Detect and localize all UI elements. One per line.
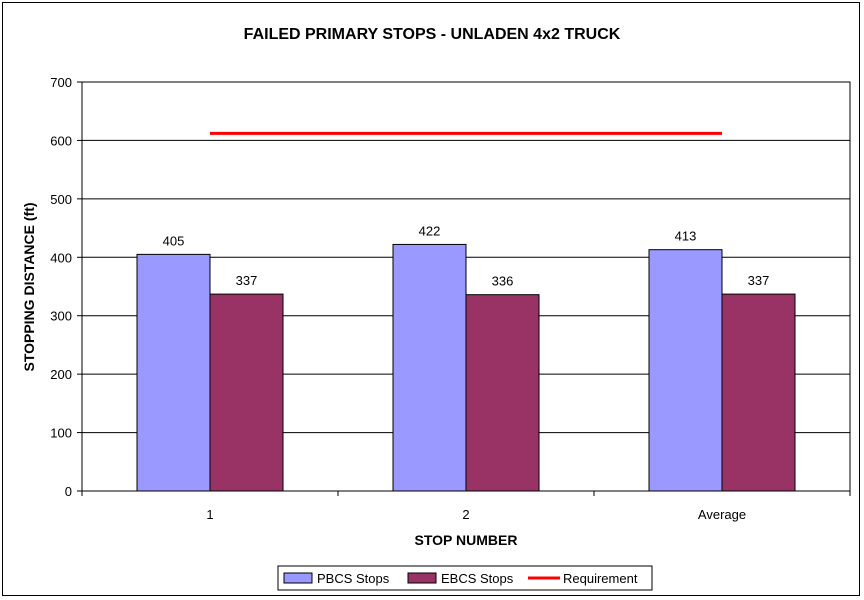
y-tick-label: 600 — [50, 133, 72, 148]
data-label: 413 — [675, 229, 697, 244]
data-labels: 405 337 422 336 413 337 — [163, 223, 770, 288]
legend-label: Requirement — [563, 571, 638, 586]
data-label: 405 — [163, 233, 185, 248]
bar-pbcs-stops — [392, 243, 467, 492]
y-tick-label: 0 — [65, 484, 72, 499]
bar-ebcs-stops — [721, 293, 796, 492]
legend-swatch — [407, 572, 437, 584]
y-axis-title: STOPPING DISTANCE (ft) — [21, 202, 37, 371]
y-tick-label: 500 — [50, 192, 72, 207]
x-tick-label: 2 — [462, 507, 469, 522]
legend-label: PBCS Stops — [317, 571, 390, 586]
chart-title: FAILED PRIMARY STOPS - UNLADEN 4x2 TRUCK — [244, 26, 621, 43]
y-tick-label: 400 — [50, 250, 72, 265]
x-axis-title: STOP NUMBER — [415, 532, 518, 548]
legend: PBCS Stops EBCS Stops Requirement — [277, 565, 653, 591]
legend-label: EBCS Stops — [441, 571, 514, 586]
x-axis: 1 2 Average — [81, 491, 851, 522]
data-label: 337 — [236, 273, 258, 288]
bar-pbcs-stops — [136, 253, 211, 492]
data-label: 422 — [419, 223, 441, 238]
bar-pbcs-stops — [648, 249, 723, 492]
data-label: 337 — [748, 273, 770, 288]
y-tick-label: 300 — [50, 309, 72, 324]
legend-swatch — [283, 572, 313, 584]
bar-ebcs-stops — [209, 293, 284, 492]
y-tick-label: 700 — [50, 75, 72, 90]
data-label: 336 — [492, 274, 514, 289]
legend-box — [277, 565, 653, 591]
y-tick-label: 200 — [50, 367, 72, 382]
x-tick-label: 1 — [206, 507, 213, 522]
x-tick-label: Average — [698, 507, 746, 522]
y-axis: 0 100 200 300 400 500 600 700 — [50, 75, 82, 499]
bars — [136, 243, 796, 492]
y-tick-label: 100 — [50, 426, 72, 441]
bar-ebcs-stops — [465, 294, 540, 492]
